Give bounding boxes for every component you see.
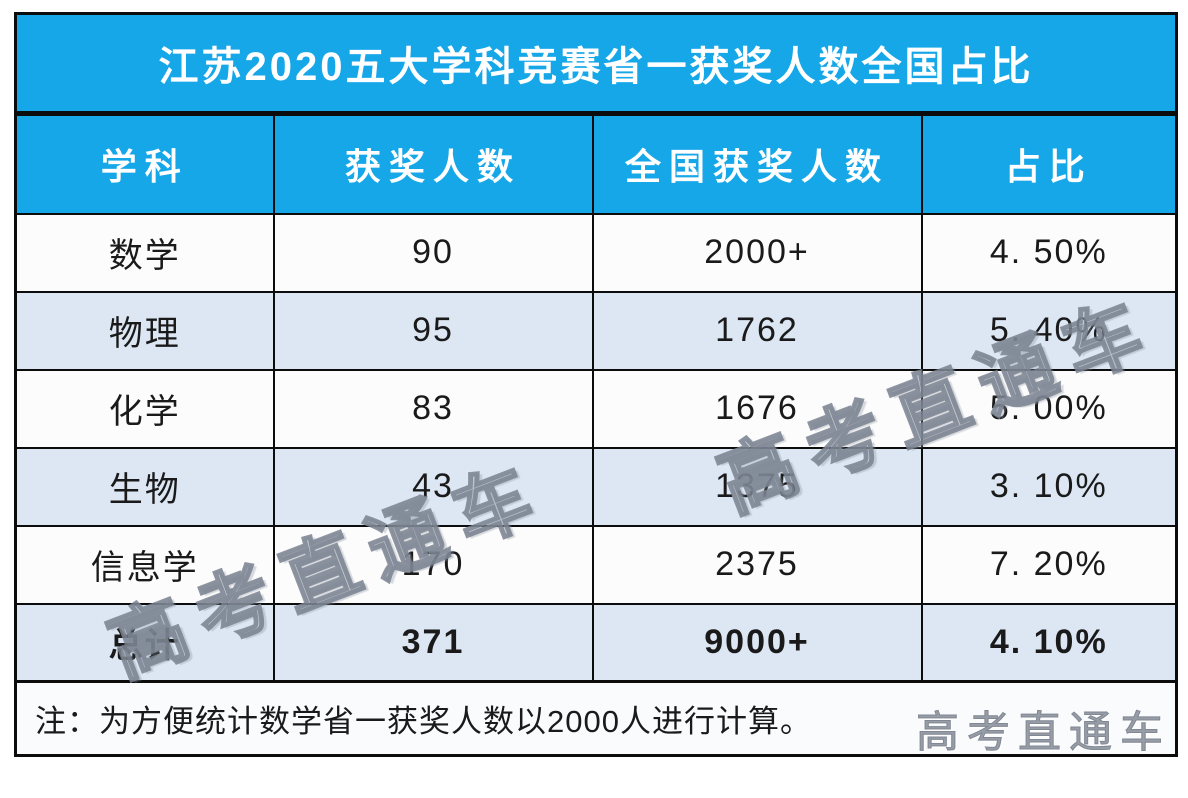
cell-subject: 生物: [14, 446, 275, 527]
cell-winners: 95: [272, 290, 594, 371]
table-row-informatics: 信息学 170 2375 7. 20%: [14, 524, 1178, 605]
col-header-subject: 学科: [14, 112, 275, 215]
cell-national: 1375: [591, 446, 923, 527]
cell-subject: 信息学: [14, 524, 275, 605]
table-row-math: 数学 90 2000+ 4. 50%: [14, 212, 1178, 293]
cell-winners: 90: [272, 212, 594, 293]
watermark-corner: 高考直通车: [916, 709, 1171, 758]
table-row-chemistry: 化学 83 1676 5. 00%: [14, 368, 1178, 449]
award-table: 江苏2020五大学科竞赛省一获奖人数全国占比 学科 获奖人数 全国获奖人数 占比…: [14, 12, 1179, 757]
cell-ratio: 4. 50%: [920, 212, 1178, 293]
col-header-winners: 获奖人数: [272, 112, 594, 215]
cell-national: 2375: [591, 524, 923, 605]
cell-ratio: 7. 20%: [920, 524, 1178, 605]
cell-winners: 371: [272, 602, 594, 683]
cell-ratio: 5. 00%: [920, 368, 1178, 449]
table-title: 江苏2020五大学科竞赛省一获奖人数全国占比: [14, 12, 1178, 116]
cell-subject: 数学: [14, 212, 275, 293]
cell-subject: 物理: [14, 290, 275, 371]
cell-national: 2000+: [591, 212, 923, 293]
cell-national: 1676: [591, 368, 923, 449]
cell-ratio: 3. 10%: [920, 446, 1178, 527]
cell-ratio: 4. 10%: [920, 602, 1178, 683]
table-row-biology: 生物 43 1375 3. 10%: [14, 446, 1178, 527]
cell-winners: 43: [272, 446, 594, 527]
table-note: 注：为方便统计数学省一获奖人数以2000人进行计算。: [14, 680, 1178, 757]
cell-winners: 170: [272, 524, 594, 605]
cell-winners: 83: [272, 368, 594, 449]
table-row-physics: 物理 95 1762 5. 40%: [14, 290, 1178, 371]
note-row: 注：为方便统计数学省一获奖人数以2000人进行计算。: [14, 680, 1178, 757]
cell-ratio: 5. 40%: [920, 290, 1178, 371]
header-row: 学科 获奖人数 全国获奖人数 占比: [14, 112, 1178, 215]
col-header-ratio: 占比: [920, 112, 1178, 215]
cell-national: 1762: [591, 290, 923, 371]
title-row: 江苏2020五大学科竞赛省一获奖人数全国占比: [14, 12, 1178, 116]
cell-national: 9000+: [591, 602, 923, 683]
col-header-national: 全国获奖人数: [591, 112, 923, 215]
table-row-total: 总计 371 9000+ 4. 10%: [14, 602, 1178, 683]
cell-subject: 总计: [14, 602, 275, 683]
cell-subject: 化学: [14, 368, 275, 449]
